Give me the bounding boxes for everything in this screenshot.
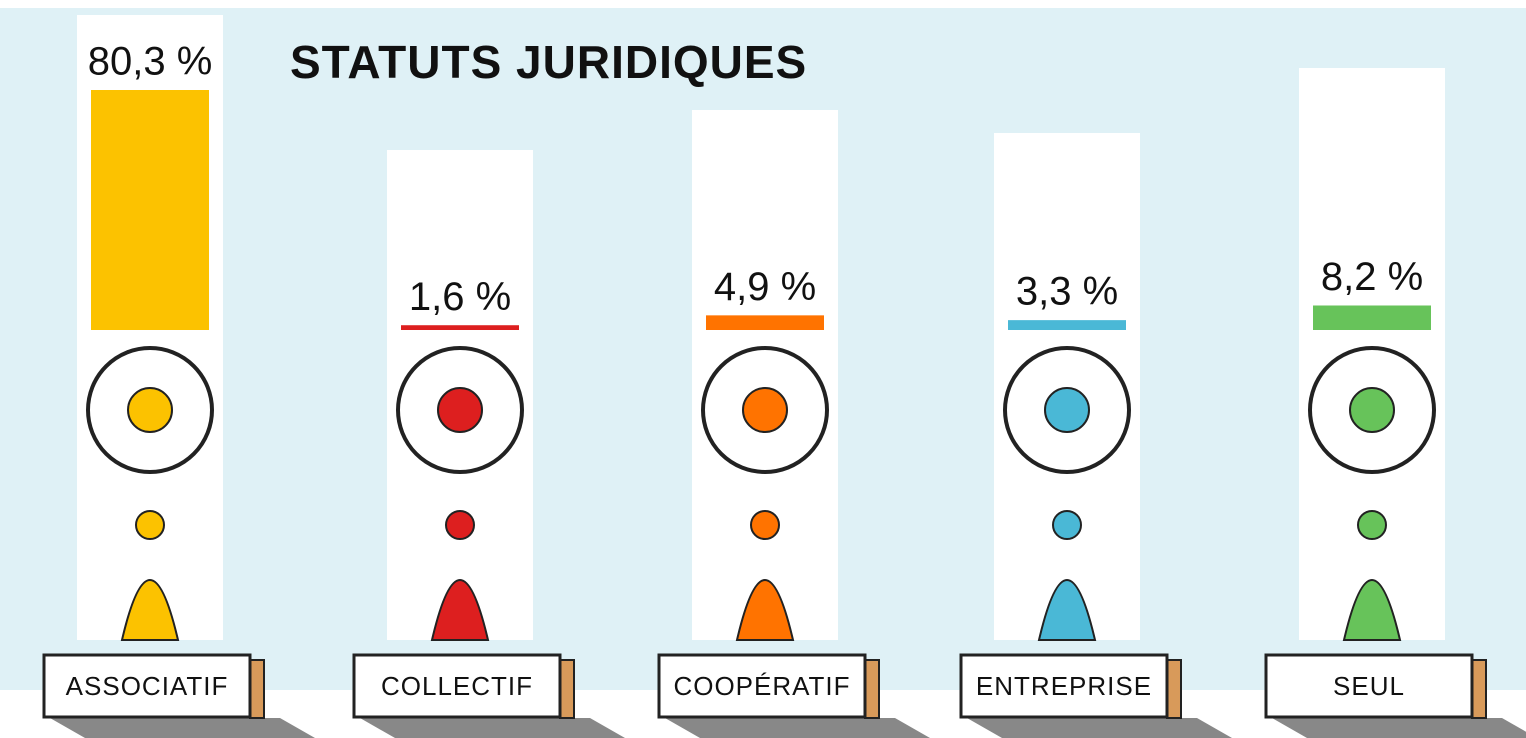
box-side <box>559 659 575 719</box>
bar <box>91 90 209 330</box>
value-label: 8,2 % <box>1321 255 1423 299</box>
icon-dot <box>437 387 483 433</box>
bar <box>1008 320 1126 330</box>
chart-title: STATUTS JURIDIQUES <box>290 36 807 88</box>
person-head <box>445 510 475 540</box>
category-label: ENTREPRISE <box>976 671 1152 701</box>
box-shadow <box>1272 718 1526 738</box>
bar <box>706 315 824 330</box>
category-label: ASSOCIATIF <box>66 671 229 701</box>
person-head <box>135 510 165 540</box>
value-label: 80,3 % <box>88 40 213 84</box>
person-head <box>1357 510 1387 540</box>
value-label: 1,6 % <box>409 275 511 319</box>
value-label: 3,3 % <box>1016 270 1118 314</box>
box-shadow <box>360 718 625 738</box>
bar <box>401 325 519 330</box>
bar <box>1313 305 1431 330</box>
box-side <box>1471 659 1487 719</box>
person-body <box>1037 579 1097 641</box>
label-box <box>657 653 867 719</box>
label-box <box>959 653 1169 719</box>
icon-dot <box>742 387 788 433</box>
box-side <box>864 659 880 719</box>
label-box <box>352 653 562 719</box>
category-label: SEUL <box>1333 671 1405 701</box>
box-shadow <box>50 718 315 738</box>
label-box <box>42 653 252 719</box>
label-box <box>1264 653 1474 719</box>
icon-dot <box>1349 387 1395 433</box>
person-body <box>735 579 795 641</box>
value-label: 4,9 % <box>714 265 816 309</box>
box-shadow <box>967 718 1232 738</box>
box-side <box>1166 659 1182 719</box>
category-label: COLLECTIF <box>381 671 533 701</box>
category-label: COOPÉRATIF <box>673 671 850 701</box>
person-body <box>120 579 180 641</box>
box-side <box>249 659 265 719</box>
person-body <box>1342 579 1402 641</box>
person-body <box>430 579 490 641</box>
person-head <box>750 510 780 540</box>
person-head <box>1052 510 1082 540</box>
icon-dot <box>127 387 173 433</box>
box-shadow <box>665 718 930 738</box>
icon-dot <box>1044 387 1090 433</box>
